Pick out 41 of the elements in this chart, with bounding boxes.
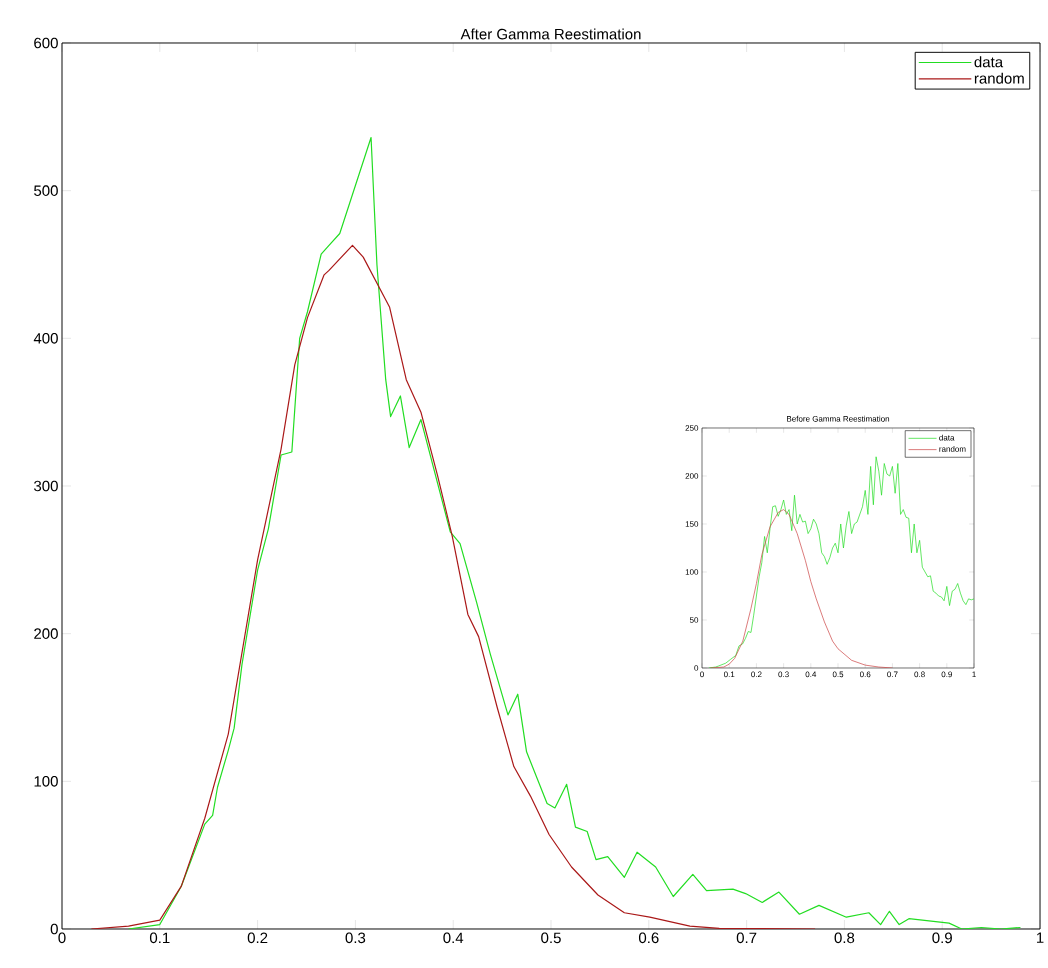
x-tick-label: 0.6 bbox=[859, 671, 871, 678]
x-tick-label: 0.5 bbox=[832, 671, 844, 678]
y-tick-label: 600 bbox=[34, 37, 58, 49]
legend-label: data bbox=[974, 56, 1004, 68]
y-tick-label: 200 bbox=[34, 628, 58, 639]
x-tick-label: 0.9 bbox=[932, 932, 952, 944]
y-tick-label: 200 bbox=[685, 473, 699, 479]
x-tick-label: 0.2 bbox=[751, 671, 762, 678]
x-tick-label: 0.8 bbox=[834, 932, 855, 944]
y-tick-label: 100 bbox=[685, 569, 699, 575]
y-tick-label: 100 bbox=[34, 776, 58, 787]
x-tick-label: 0.1 bbox=[149, 932, 170, 944]
chart-title: After Gamma Reestimation bbox=[460, 28, 641, 40]
legend-label: random bbox=[974, 72, 1024, 84]
x-tick-label: 0.7 bbox=[887, 671, 898, 678]
x-tick-label: 1 bbox=[1036, 932, 1044, 943]
y-tick-label: 0 bbox=[50, 923, 58, 935]
x-tick-label: 0.4 bbox=[443, 932, 464, 944]
y-tick-label: 250 bbox=[685, 425, 699, 431]
x-tick-label: 0.9 bbox=[941, 671, 952, 678]
chart-title: Before Gamma Reestimation bbox=[787, 415, 890, 422]
legend-label: random bbox=[939, 445, 966, 452]
x-tick-label: 0 bbox=[700, 671, 704, 678]
x-tick-label: 0.8 bbox=[914, 671, 925, 678]
y-tick-label: 0 bbox=[694, 665, 699, 671]
x-tick-label: 0.4 bbox=[805, 671, 817, 678]
x-tick-label: 0.2 bbox=[247, 932, 268, 944]
x-tick-label: 0 bbox=[58, 932, 66, 944]
x-tick-label: 0.3 bbox=[778, 671, 789, 678]
x-tick-label: 0.6 bbox=[638, 932, 659, 944]
y-tick-label: 150 bbox=[685, 521, 699, 527]
y-tick-label: 300 bbox=[34, 480, 58, 492]
x-tick-label: 0.7 bbox=[736, 932, 757, 944]
x-tick-label: 1 bbox=[972, 671, 976, 678]
y-tick-label: 400 bbox=[33, 333, 58, 344]
x-tick-label: 0.1 bbox=[723, 671, 735, 678]
y-tick-label: 500 bbox=[34, 185, 58, 196]
x-tick-label: 0.3 bbox=[345, 932, 366, 944]
x-tick-label: 0.5 bbox=[541, 932, 561, 944]
y-tick-label: 50 bbox=[689, 617, 699, 623]
legend-label: data bbox=[939, 434, 955, 441]
